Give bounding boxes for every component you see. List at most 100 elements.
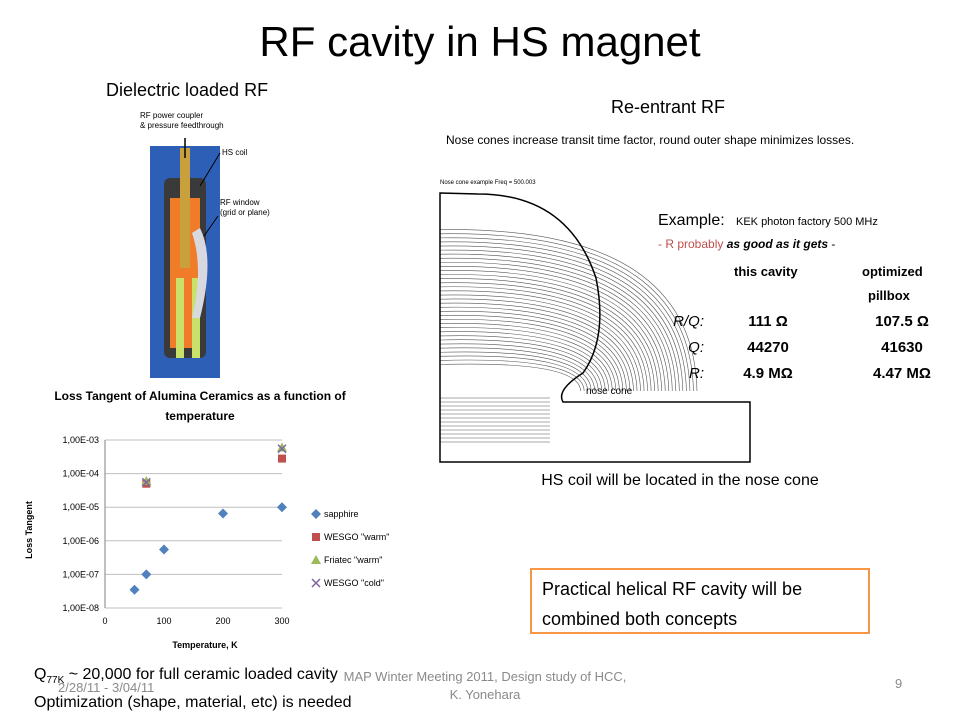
chart-title-1: Loss Tangent of Alumina Ceramics as a fu… (54, 389, 346, 403)
hscoil-label: HS coil (222, 148, 248, 157)
field-line (439, 343, 599, 392)
y-tick-label: 1,00E-06 (62, 536, 99, 546)
rf-coupler-stem (180, 148, 190, 268)
col-pillbox: pillbox (868, 288, 911, 303)
reentrant-header: Nose cones increase transit time factor,… (446, 133, 854, 147)
data-point (141, 476, 152, 486)
window-label-1: RF window (220, 198, 260, 207)
y-tick-label: 1,00E-08 (62, 603, 99, 613)
dielectric-cavity-figure: RF power coupler & pressure feedthrough … (140, 111, 270, 378)
footer-notes: Q77K ~ 20,000 for full ceramic loaded ca… (34, 664, 351, 714)
y-tick-label: 1,00E-07 (62, 569, 99, 579)
field-line (439, 266, 666, 392)
rf-window (192, 228, 208, 318)
x-tick-labels: 0 100 200 300 (102, 616, 289, 626)
data-point (159, 544, 169, 555)
optimization-statement: Optimization (shape, material, etc) is n… (34, 694, 352, 712)
field-line (439, 241, 687, 392)
field-line (439, 315, 624, 392)
field-line (439, 323, 617, 392)
field-line (439, 298, 638, 392)
legend-marker (311, 509, 321, 519)
field-line (439, 233, 694, 392)
coil-winding-left (176, 278, 184, 358)
row-value-1: 44270 (747, 339, 789, 356)
field-line (439, 363, 581, 392)
chart-marks (129, 442, 287, 595)
legend-marker (311, 555, 321, 564)
legend-marker (312, 533, 320, 541)
chart-gridlines (104, 439, 282, 609)
field-line (439, 290, 645, 392)
field-lines (439, 229, 698, 443)
loss-tangent-chart: Loss Tangent of Alumina Ceramics as a fu… (24, 389, 389, 650)
field-line (439, 335, 606, 392)
bullet-text: - R probably as good as it gets - (658, 237, 835, 251)
example-label: Example: (658, 212, 725, 229)
y-tick-label: 1,00E-05 (62, 502, 99, 512)
data-point (278, 454, 286, 463)
field-line (439, 347, 596, 392)
field-line (439, 302, 634, 392)
x-tick-label: 0 (102, 616, 107, 626)
x-tick-label: 100 (156, 616, 171, 626)
legend-label: Friatec "warm" (324, 555, 382, 565)
field-line (439, 262, 670, 392)
field-line (439, 331, 610, 392)
data-point (277, 502, 287, 513)
footer-center-text: MAP Winter Meeting 2011, Design study of… (343, 669, 627, 702)
field-line (439, 253, 677, 392)
left-heading: Dielectric loaded RF (106, 80, 269, 100)
window-pointer (203, 215, 219, 237)
field-line (439, 286, 648, 392)
hscoil-pointer (199, 152, 221, 187)
row-label: R: (689, 365, 704, 382)
chart-title-2: temperature (165, 409, 235, 423)
chart-legend: sapphire WESGO "warm" Friatec "warm" WESGO … (311, 509, 389, 588)
reentrant-cavity-figure: Nose cones increase transit time factor,… (439, 133, 931, 463)
field-line (439, 245, 684, 392)
row-value-2: 41630 (881, 339, 923, 356)
slide-title: RF cavity in HS magnet (259, 18, 701, 65)
page-number: 9 (895, 676, 903, 691)
x-axis-label: Temperature, K (172, 640, 238, 650)
col-optimized: optimized (862, 264, 923, 279)
y-tick-label: 1,00E-03 (62, 435, 99, 445)
field-line (439, 327, 613, 392)
field-line (439, 355, 588, 392)
field-line (439, 270, 662, 392)
field-line (439, 249, 680, 392)
data-point (141, 569, 152, 580)
x-tick-label: 200 (215, 616, 230, 626)
data-point (141, 477, 151, 487)
y-axis-label: Loss Tangent (24, 501, 34, 559)
data-point (277, 444, 287, 454)
row-value-2: 4.47 MΩ (873, 365, 931, 382)
table-row: Q: 44270 41630 (688, 339, 923, 356)
field-line (439, 339, 603, 392)
field-line (439, 257, 673, 392)
data-point (277, 442, 287, 452)
field-line (439, 282, 652, 392)
data-point (218, 508, 228, 519)
field-line (439, 359, 585, 392)
row-value-2: 107.5 Ω (875, 313, 929, 330)
window-label-2: (grid or plane) (220, 208, 270, 217)
data-point (129, 584, 140, 595)
row-label: R/Q: (673, 313, 704, 330)
q-statement: Q77K ~ 20,000 for full ceramic loaded ca… (34, 666, 338, 687)
right-heading: Re-entrant RF (611, 97, 726, 117)
x-tick-label: 300 (274, 616, 289, 626)
conclusion-callout: Practical helical RF cavity will be comb… (530, 568, 870, 634)
y-tick-labels: 1,00E-08 1,00E-07 1,00E-06 1,00E-05 1,00E-04… (62, 435, 99, 613)
y-tick-label: 1,00E-04 (62, 469, 99, 479)
table-row: R: 4.9 MΩ 4.47 MΩ (689, 365, 931, 382)
coupler-label-1: RF power coupler (140, 111, 203, 120)
legend-marker (311, 578, 321, 588)
field-line (439, 310, 627, 392)
field-line (439, 237, 691, 392)
field-line (439, 274, 659, 392)
legend-label: sapphire (324, 509, 359, 519)
field-line (439, 351, 592, 392)
legend-label: WESGO "cold" (324, 578, 384, 588)
